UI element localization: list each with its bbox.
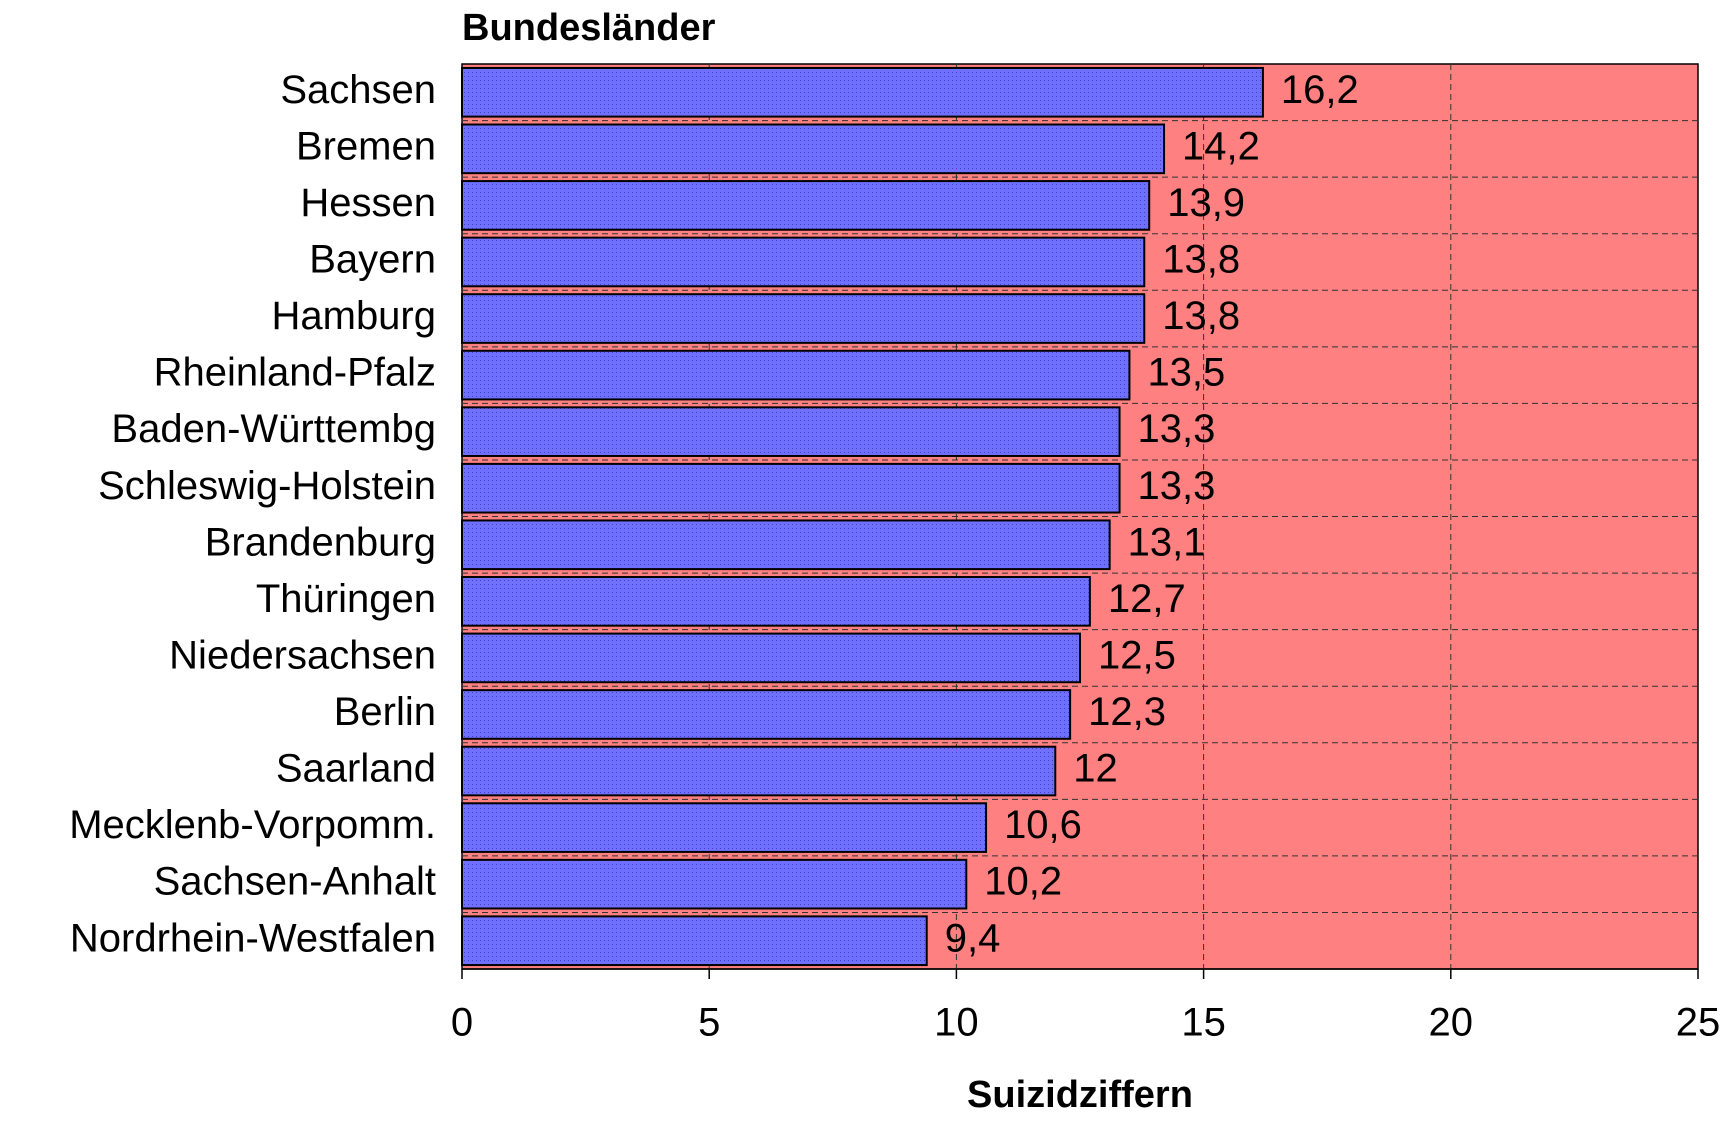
y-tick-label: Sachsen [280, 68, 436, 112]
bar [461, 66, 1264, 118]
x-tick-label: 5 [698, 1001, 720, 1045]
value-label: 9,4 [945, 916, 1001, 960]
bar [461, 745, 1057, 797]
value-label: 13,5 [1147, 351, 1225, 395]
x-tick-label: 20 [1429, 1001, 1474, 1045]
bar [461, 123, 1166, 175]
y-tick-label: Thüringen [256, 577, 436, 621]
value-label: 12,3 [1088, 690, 1166, 734]
value-label: 16,2 [1281, 68, 1359, 112]
value-label: 13,3 [1138, 407, 1216, 451]
y-tick-label: Schleswig-Holstein [98, 464, 436, 508]
value-label: 13,8 [1162, 238, 1240, 282]
value-label: 13,1 [1128, 520, 1206, 564]
bar [461, 293, 1146, 344]
x-tick-label: 0 [451, 1001, 473, 1045]
bar [461, 802, 988, 853]
x-axis-label: Suizidziffern [967, 1074, 1193, 1116]
bar [461, 180, 1151, 231]
y-tick-label: Bayern [309, 238, 436, 282]
value-label: 12 [1073, 747, 1118, 791]
y-tick-label: Berlin [334, 690, 436, 734]
y-tick-label: Nordrhein-Westfalen [70, 916, 436, 960]
value-label: 10,2 [984, 860, 1062, 904]
chart-title: Bundesländer [462, 7, 716, 49]
y-tick-label: Brandenburg [205, 520, 436, 564]
value-label: 12,7 [1108, 577, 1186, 621]
value-label: 12,5 [1098, 633, 1176, 677]
bar [461, 858, 968, 910]
y-tick-label: Hessen [300, 181, 436, 225]
y-tick-label: Sachsen-Anhalt [154, 860, 436, 904]
x-tick-label: 25 [1676, 1001, 1721, 1045]
bar [461, 576, 1091, 627]
value-label: 13,3 [1138, 464, 1216, 508]
bar [461, 406, 1121, 457]
bar [461, 519, 1111, 571]
value-label: 13,9 [1167, 181, 1245, 225]
y-tick-label: Niedersachsen [169, 633, 436, 677]
y-tick-label: Baden-Württembg [111, 407, 436, 451]
value-label: 13,8 [1162, 294, 1240, 338]
y-tick-label: Rheinland-Pfalz [154, 351, 436, 395]
x-tick-label: 15 [1181, 1001, 1226, 1045]
bar [461, 236, 1146, 288]
value-label: 10,6 [1004, 803, 1082, 847]
y-tick-label: Hamburg [271, 294, 436, 338]
bar [461, 462, 1121, 514]
bar [461, 689, 1072, 740]
bar [461, 632, 1081, 684]
bar [461, 915, 928, 967]
x-tick-label: 10 [934, 1001, 979, 1045]
y-tick-label: Bremen [296, 124, 436, 168]
value-label: 14,2 [1182, 124, 1260, 168]
y-tick-label: Mecklenb-Vorpomm. [69, 803, 436, 847]
bar [461, 349, 1131, 401]
y-tick-label: Saarland [276, 747, 436, 791]
